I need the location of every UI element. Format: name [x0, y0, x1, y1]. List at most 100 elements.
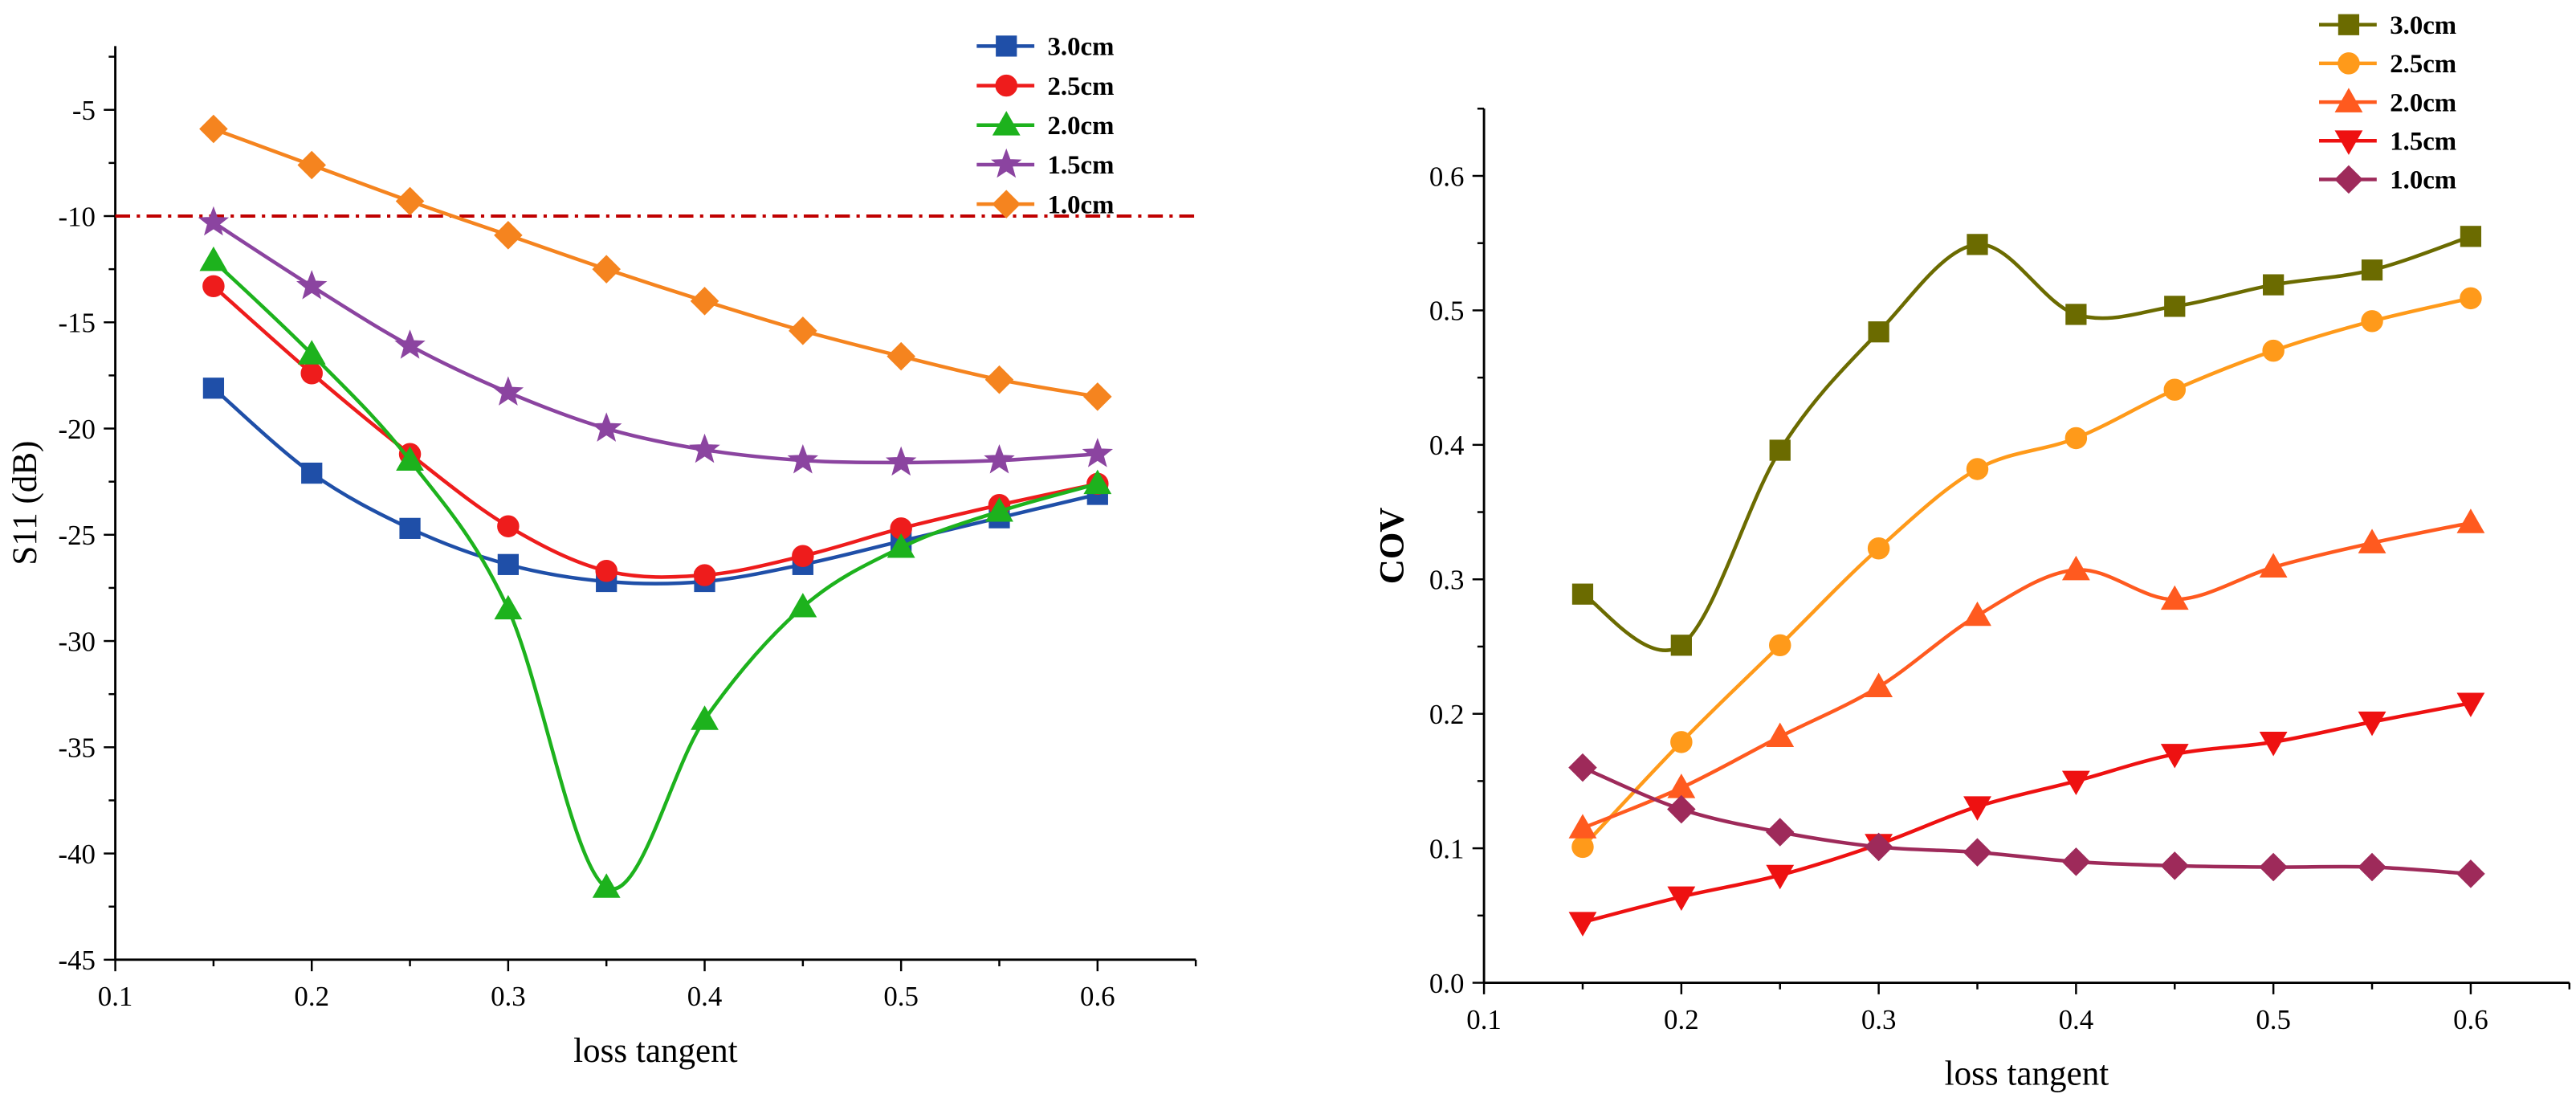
data-point [1864, 832, 1893, 862]
data-point [2065, 304, 2087, 325]
series-2-0cm [1568, 508, 2485, 839]
y-tick-label: -10 [58, 201, 95, 232]
series-line [213, 127, 1098, 399]
data-point [2259, 732, 2288, 757]
y-tick-label: -35 [58, 733, 95, 764]
series-3-0cm [202, 378, 1108, 593]
data-point [2358, 852, 2386, 882]
data-point [1670, 635, 1692, 656]
legend: 3.0cm 2.5cm 2.0cm 1.5cm 1.0cm [976, 33, 1115, 219]
legend-label: 1.0cm [1048, 190, 1115, 219]
data-point [2456, 859, 2485, 888]
data-point [984, 444, 1015, 474]
data-point [1865, 672, 1893, 698]
data-point [2262, 339, 2285, 362]
data-point [1568, 753, 1597, 782]
data-point [887, 533, 915, 558]
data-point [2263, 274, 2285, 296]
legend-marker [992, 111, 1021, 136]
data-point [2061, 555, 2090, 581]
data-point [1868, 321, 1889, 343]
data-point [787, 444, 819, 474]
y-tick-label: -25 [58, 520, 95, 551]
data-point [1571, 583, 1594, 605]
y-tick-label: 0.6 [1429, 161, 1465, 192]
y-axis-title: S11 (dB) [6, 441, 44, 565]
data-point [2460, 287, 2482, 310]
data-point [2358, 711, 2386, 737]
data-point [202, 378, 225, 399]
data-point [590, 412, 622, 442]
x-tick-label: 0.4 [687, 981, 723, 1012]
data-point [396, 446, 424, 471]
y-tick-label: 0.4 [1429, 430, 1465, 461]
legend-marker [2334, 165, 2363, 194]
data-point [689, 433, 720, 463]
y-tick-label: -40 [58, 839, 95, 870]
legend-label: 3.0cm [1048, 33, 1115, 62]
series-line [212, 259, 1098, 892]
data-point [1768, 634, 1791, 657]
data-point [595, 560, 618, 582]
x-tick-label: 0.5 [2256, 1004, 2291, 1035]
legend-marker [991, 148, 1022, 178]
x-axis-title: loss tangent [573, 1032, 738, 1070]
series-line [1582, 701, 2472, 925]
data-point [1963, 838, 1992, 867]
data-point [1765, 818, 1795, 847]
data-point [297, 340, 326, 365]
data-point [2064, 427, 2088, 450]
data-point [1966, 458, 1989, 480]
legend-marker [996, 35, 1017, 57]
series-2-5cm [202, 275, 1109, 586]
data-point [2164, 296, 2186, 317]
data-point [497, 553, 520, 575]
data-point [2160, 585, 2189, 610]
data-point [2460, 226, 2482, 247]
data-point [2160, 851, 2190, 880]
legend-label: 2.0cm [1048, 112, 1115, 141]
legend-label: 2.5cm [2390, 50, 2456, 79]
data-point [592, 255, 621, 284]
data-point [1769, 439, 1791, 461]
data-point [690, 287, 719, 316]
data-point [789, 593, 817, 618]
data-point [984, 365, 1014, 394]
legend-label: 1.5cm [2390, 128, 2456, 157]
series-2-5cm [1571, 287, 2482, 859]
series-1-5cm [198, 206, 1114, 476]
data-point [1083, 469, 1112, 495]
data-point [1967, 234, 1988, 255]
data-point [691, 705, 719, 730]
x-tick-label: 0.3 [491, 981, 526, 1012]
legend-marker [995, 74, 1017, 97]
data-point [1082, 438, 1114, 467]
y-tick-label: -5 [72, 95, 96, 126]
data-point [985, 497, 1013, 522]
data-point [199, 114, 228, 144]
y-tick-label: 0.5 [1429, 296, 1465, 327]
x-tick-label: 0.6 [2453, 1004, 2488, 1035]
data-point [296, 270, 328, 300]
data-point [1667, 886, 1696, 912]
series-3-0cm [1571, 226, 2482, 656]
data-point [1867, 537, 1890, 560]
data-point [1963, 601, 1991, 627]
data-point [1667, 773, 1696, 798]
data-point [2259, 553, 2288, 578]
x-tick-label: 0.6 [1080, 981, 1115, 1012]
series-1-5cm [1568, 692, 2485, 937]
data-point [2160, 744, 2189, 769]
data-point [592, 873, 621, 898]
x-tick-label: 0.5 [883, 981, 919, 1012]
y-tick-label: -30 [58, 626, 95, 657]
data-point [789, 316, 817, 345]
data-point [301, 462, 323, 484]
series-2-0cm [199, 246, 1112, 898]
x-tick-label: 0.1 [1466, 1004, 1502, 1035]
legend: 3.0cm 2.5cm 2.0cm 1.5cm 1.0cm [2319, 11, 2456, 195]
cov-chart: 0.1 0.2 0.3 0.4 0.5 0.60.00.10.20.30.40.50.6l… [1374, 11, 2571, 1093]
y-tick-label: -45 [58, 945, 95, 976]
s11-chart: 0.1 0.2 0.3 0.4 0.5 0.6 -45 -40 -35 -30 -25 -20 -15 -… [6, 33, 1197, 1070]
data-point [300, 362, 323, 385]
